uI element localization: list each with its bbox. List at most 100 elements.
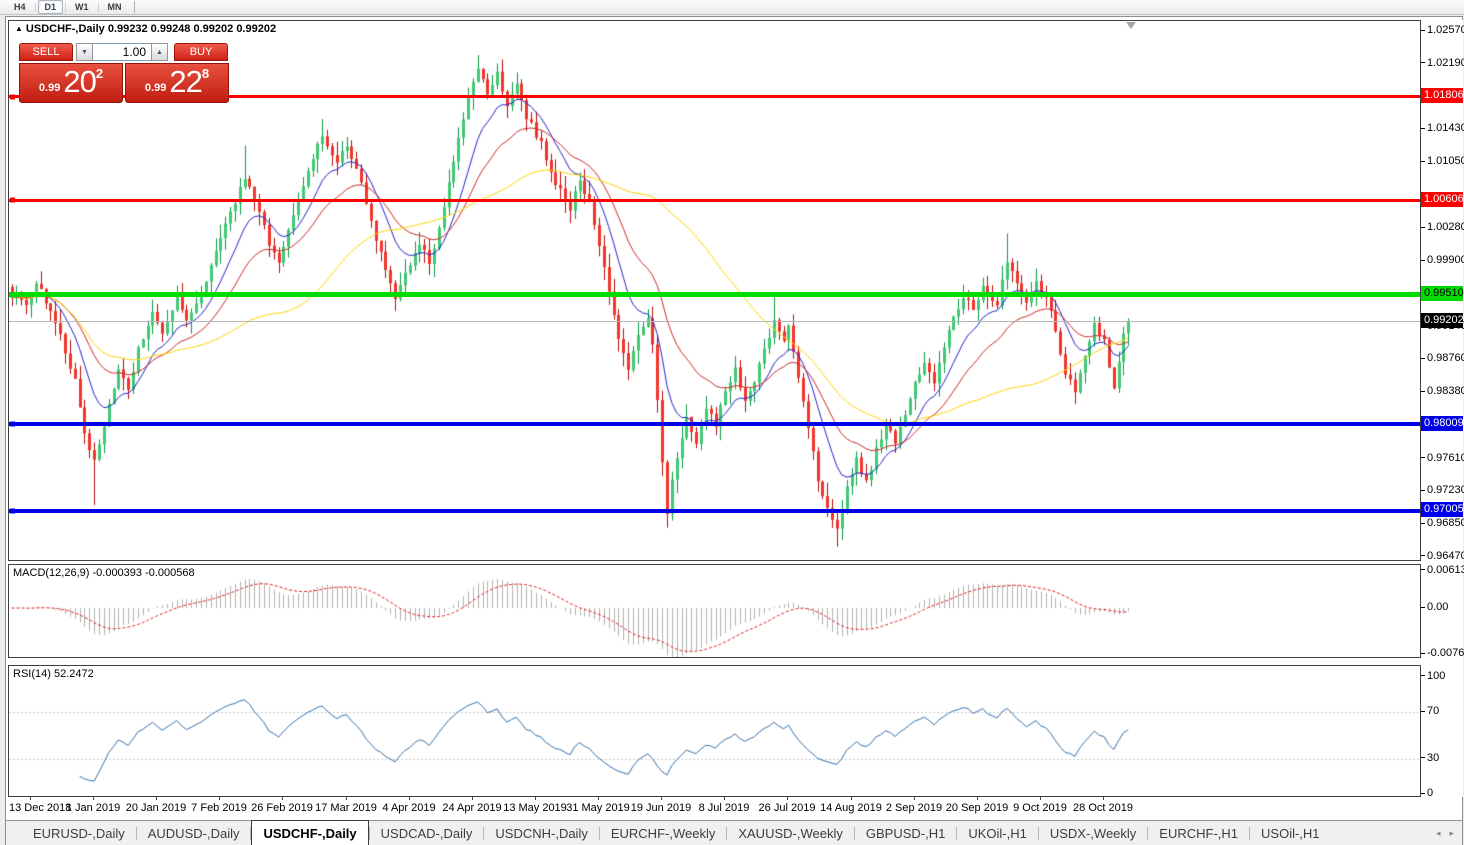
volume-down-button[interactable]: ▼ <box>76 43 93 61</box>
chart-tabs: EURUSD-,Daily AUDUSD-,Daily USDCHF-,Daily U… <box>22 820 1331 845</box>
rsi-value: 52.2472 <box>53 668 94 680</box>
tab-audusd-daily[interactable]: AUDUSD-,Daily <box>147 825 240 841</box>
date-axis[interactable]: 13 Dec 2018 1 Jan 2019 20 Jan 2019 7 Feb 20… <box>8 797 1421 819</box>
price-label-1.00606: 1.00606 <box>1421 191 1464 207</box>
horizontal-line-1.00606[interactable] <box>9 197 1420 203</box>
sell-button[interactable]: SELL <box>19 43 73 61</box>
date-tick <box>219 797 220 800</box>
date-label: 20 Sep 2019 <box>945 802 1009 814</box>
ohlc-low: 0.99202 <box>193 23 234 35</box>
horizontal-line-1.01806[interactable] <box>9 94 1420 100</box>
date-label: 26 Feb 2019 <box>251 802 313 814</box>
rsi-chart-canvas[interactable] <box>9 666 1420 796</box>
line-anchor-handle[interactable] <box>10 197 15 203</box>
date-label: 26 Jul 2019 <box>758 802 816 814</box>
date-label: 8 Jul 2019 <box>698 802 750 814</box>
tab-separator <box>368 826 370 840</box>
tab-separator <box>1147 826 1149 840</box>
line-anchor-handle[interactable] <box>10 421 15 427</box>
tab-gbpusd-h1[interactable]: GBPUSD-,H1 <box>865 825 946 841</box>
macd-chart-canvas[interactable] <box>9 565 1420 657</box>
one-click-trading-panel: SELL ▼ 1.00 ▲ BUY 0.99 20 2 0.99 22 8 <box>19 43 229 103</box>
date-label: 24 Apr 2019 <box>442 802 502 814</box>
price-scale[interactable]: 1.02570 1.02190 1.01430 1.01050 1.00280 0.999… <box>1421 20 1464 799</box>
price-tick-1.01050: 1.01050 <box>1421 155 1464 167</box>
toolbar-separator <box>65 2 67 12</box>
tab-scroll-left-icon[interactable]: ◂ <box>1435 827 1441 838</box>
tab-eurchf-h1[interactable]: EURCHF-,H1 <box>1159 825 1239 841</box>
line-anchor-handle[interactable] <box>10 94 15 100</box>
price-tick-0.97610: 0.97610 <box>1421 452 1464 464</box>
date-label: 1 Jan 2019 <box>65 802 121 814</box>
buy-price-display[interactable]: 0.99 22 8 <box>125 63 229 103</box>
current-price-label: 0.99202 <box>1421 312 1464 328</box>
price-tick-0.98760: 0.98760 <box>1421 352 1464 364</box>
tab-xauusd-weekly[interactable]: XAUUSD-,Weekly <box>738 825 843 841</box>
line-anchor-handle[interactable] <box>10 292 15 298</box>
date-tick <box>977 797 978 800</box>
timeframe-button-mn[interactable]: MN <box>107 2 122 12</box>
timeframe-button-d1[interactable]: D1 <box>37 0 64 14</box>
date-label: 2 Sep 2019 <box>885 802 943 814</box>
price-chart-canvas[interactable] <box>9 21 1420 560</box>
tab-scroll-right-icon[interactable]: ▸ <box>1449 827 1454 838</box>
horizontal-line-0.97005[interactable] <box>9 508 1420 514</box>
sell-price-small: 0.99 <box>38 82 61 94</box>
tab-usoil-h1[interactable]: USOil-,H1 <box>1261 825 1320 841</box>
tab-separator <box>135 826 137 840</box>
price-label-0.98009: 0.98009 <box>1421 415 1464 431</box>
tab-eurusd-daily[interactable]: EURUSD-,Daily <box>33 825 125 841</box>
tab-usdx-weekly[interactable]: USDX-,Weekly <box>1049 825 1137 841</box>
date-tick <box>1103 797 1104 800</box>
line-anchor-handle[interactable] <box>10 508 15 514</box>
tab-eurchf-weekly[interactable]: EURCHF-,Weekly <box>610 825 716 841</box>
price-tick-0.96850: 0.96850 <box>1421 517 1464 529</box>
rsi-panel: RSI(14) 52.2472 <box>8 665 1421 797</box>
macd-panel: MACD(12,26,9) -0.000393 -0.000568 <box>8 564 1421 658</box>
price-label-1.01806: 1.01806 <box>1421 88 1464 104</box>
price-tick-0.97230: 0.97230 <box>1421 484 1464 496</box>
price-tick-1.00280: 1.00280 <box>1421 221 1464 233</box>
horizontal-line-0.99510[interactable] <box>9 292 1420 298</box>
tab-separator <box>250 826 252 840</box>
buy-price-big: 22 <box>169 64 202 99</box>
sell-price-display[interactable]: 0.99 20 2 <box>19 63 123 103</box>
price-label-0.99510: 0.99510 <box>1421 286 1464 302</box>
tab-separator <box>956 826 958 840</box>
date-tick <box>787 797 788 800</box>
price-tick-1.02570: 1.02570 <box>1421 24 1464 36</box>
date-tick <box>661 797 662 800</box>
date-tick <box>30 797 31 800</box>
date-tick <box>472 797 473 800</box>
ohlc-high: 0.99248 <box>150 23 191 35</box>
buy-button[interactable]: BUY <box>174 43 228 61</box>
symbol-expand-icon[interactable]: ▲ <box>15 24 23 33</box>
sell-price-sup: 2 <box>95 66 104 81</box>
horizontal-line-0.98009[interactable] <box>9 421 1420 427</box>
date-tick <box>851 797 852 800</box>
tab-usdcnh-daily[interactable]: USDCNH-,Daily <box>495 825 588 841</box>
tab-separator <box>1037 826 1039 840</box>
volume-up-button[interactable]: ▲ <box>151 43 168 61</box>
volume-input[interactable]: 1.00 <box>93 43 151 61</box>
tab-usdcad-daily[interactable]: USDCAD-,Daily <box>380 825 473 841</box>
date-tick <box>282 797 283 800</box>
date-label: 14 Aug 2019 <box>820 802 882 814</box>
ohlc-open: 0.99232 <box>107 23 148 35</box>
timeframe-button-h4[interactable]: H4 <box>14 2 26 12</box>
toolbar-divider <box>133 1 135 13</box>
tab-usdchf-daily[interactable]: USDCHF-,Daily <box>251 820 369 845</box>
ohlc-close: 0.99202 <box>236 23 277 35</box>
tab-scroll-buttons: ◂ ▸ <box>1436 821 1454 845</box>
chart-shift-marker[interactable] <box>1126 22 1136 29</box>
tab-ukoil-h1[interactable]: UKOil-,H1 <box>968 825 1027 841</box>
symbol-info: ▲ USDCHF-,Daily 0.99232 0.99248 0.99202 0… <box>15 23 276 35</box>
current-price-line <box>9 321 1420 322</box>
date-tick <box>409 797 410 800</box>
timeframe-button-w1[interactable]: W1 <box>75 2 89 12</box>
rsi-tick-0: 0 <box>1421 787 1433 799</box>
date-label: 9 Oct 2019 <box>1013 802 1067 814</box>
timeframe-buttons: H4 D1 W1 MN <box>7 0 129 14</box>
date-label: 13 Dec 2018 <box>9 802 72 814</box>
date-tick <box>1040 797 1041 800</box>
